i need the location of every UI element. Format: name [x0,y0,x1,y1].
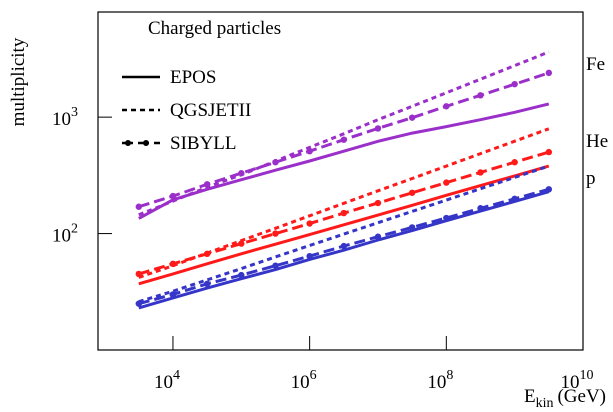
series-marker [238,240,245,247]
legend-label: QGSJETII [170,100,251,121]
series-marker [272,230,279,237]
x-tick-label: 106 [291,368,317,393]
x-tick-label: 108 [427,368,453,393]
series-marker [408,114,416,121]
series-marker [169,260,177,268]
series-line [138,190,550,310]
series-marker [374,199,382,207]
series-marker [340,242,348,250]
series-marker [374,125,382,132]
series-marker [408,189,416,196]
particle-label: p [586,168,596,189]
series-marker [545,148,553,156]
series-marker [340,209,348,217]
legend-label: EPOS [170,67,216,88]
series-marker [238,271,245,279]
x-tick-base: 10 [561,372,580,393]
y-tick-base: 10 [52,226,71,247]
x-tick-base: 10 [291,372,310,393]
series-marker [238,170,245,177]
legend-marker [143,140,149,146]
series-line [138,164,550,286]
series-marker [306,220,313,227]
legend-marker [125,140,131,146]
series-marker [169,291,177,298]
x-tick-label: 104 [154,368,180,393]
series-marker [443,214,450,222]
series-marker [272,262,279,269]
series-marker [306,252,313,260]
series-marker [511,159,518,166]
plot-frame [97,11,584,351]
y-tick-base: 10 [52,109,71,130]
series-marker [443,179,450,186]
x-tick-power: 4 [173,368,180,383]
series-marker [374,233,382,240]
y-tick-power: 3 [71,105,78,120]
series-marker [511,195,518,202]
series-line [138,102,550,220]
series-marker [545,186,553,193]
series-marker [272,159,279,166]
series-marker [203,280,211,288]
series-marker [135,300,142,307]
y-tick-label: 102 [52,222,78,247]
series-marker [477,92,484,99]
series-marker [545,69,553,77]
series-marker [169,192,177,200]
x-tick-power: 6 [310,368,317,383]
series-marker [477,169,484,176]
x-tick-label: 1010 [561,368,594,393]
particle-label: Fe [586,54,605,75]
chart-title: Charged particles [148,18,281,39]
y-tick-power: 2 [71,222,78,237]
series-marker [477,205,484,212]
x-tick-power: 8 [446,368,453,383]
series-marker [443,103,450,110]
y-tick-label: 103 [52,105,78,130]
x-tick-power: 10 [580,368,594,383]
x-tick-base: 10 [427,372,446,393]
x-tick-base: 10 [154,372,173,393]
y-axis-label: multiplicity [8,37,29,126]
series-marker [408,224,416,231]
series-marker [511,80,518,88]
series-marker [135,203,142,210]
particle-label: He [586,131,608,152]
x-axis-label-sub: kin [536,396,554,411]
x-axis-label-unit: (GeV) [557,386,606,407]
series-marker [340,136,348,143]
series-marker [203,181,211,188]
x-axis-label: Ekin (GeV) [524,386,606,411]
x-axis-label-main: E [524,386,536,407]
series-marker [203,250,211,258]
series-marker [306,147,313,155]
series-marker [135,270,142,278]
legend-label: SIBYLL [170,133,237,154]
